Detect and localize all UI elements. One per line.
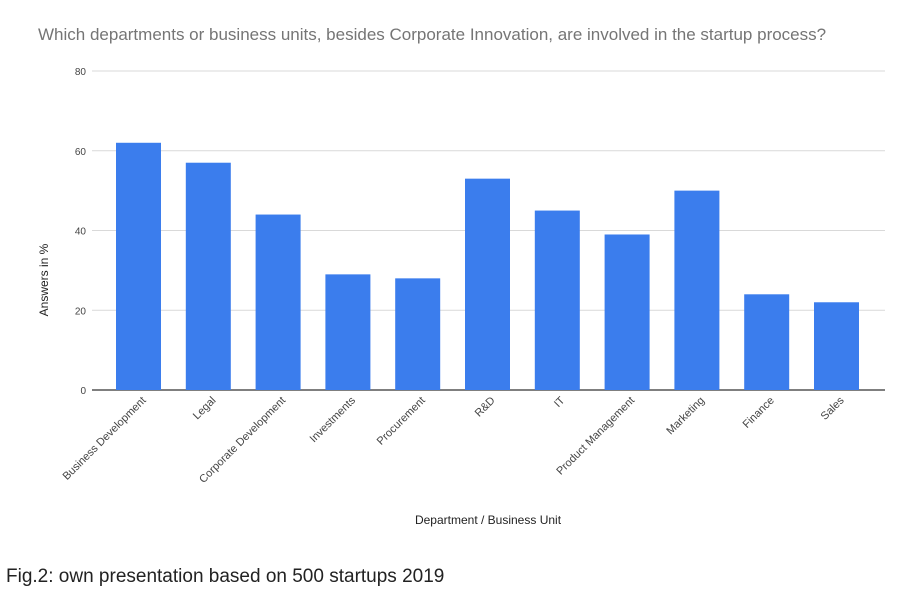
bar bbox=[255, 214, 301, 390]
bars bbox=[116, 142, 859, 390]
bar bbox=[116, 142, 161, 390]
x-tick-label: Product Management bbox=[554, 395, 637, 478]
x-tick-label: Sales bbox=[819, 394, 847, 422]
y-tick-labels: 0 20 40 60 80 bbox=[75, 67, 87, 397]
y-tick-label: 60 bbox=[75, 147, 87, 158]
y-tick-label: 80 bbox=[75, 67, 87, 78]
chart-title: Which departments or business units, bes… bbox=[38, 25, 827, 44]
x-tick-label: Marketing bbox=[664, 395, 707, 438]
bar bbox=[534, 210, 580, 390]
bar bbox=[185, 162, 231, 390]
x-tick-label: Procurement bbox=[375, 395, 428, 448]
y-tick-label: 20 bbox=[75, 306, 87, 317]
x-axis-title: Department / Business Unit bbox=[415, 513, 562, 527]
bar bbox=[674, 190, 720, 390]
x-tick-label: R&D bbox=[473, 395, 498, 420]
y-tick-label: 0 bbox=[80, 386, 86, 397]
x-tick-label: Investments bbox=[308, 394, 359, 445]
y-axis-title: Answers in % bbox=[37, 243, 51, 316]
bar bbox=[814, 302, 859, 390]
x-tick-label: Business Development bbox=[61, 395, 149, 483]
x-tick-label: Legal bbox=[191, 395, 219, 423]
bar bbox=[325, 274, 371, 390]
bar bbox=[744, 294, 790, 390]
bar bbox=[395, 278, 441, 390]
y-tick-label: 40 bbox=[75, 227, 87, 238]
bar bbox=[604, 234, 650, 390]
bar bbox=[465, 178, 510, 390]
x-tick-label: IT bbox=[552, 394, 568, 410]
figure-caption: Fig.2: own presentation based on 500 sta… bbox=[6, 566, 445, 587]
x-tick-label: Finance bbox=[741, 395, 777, 431]
